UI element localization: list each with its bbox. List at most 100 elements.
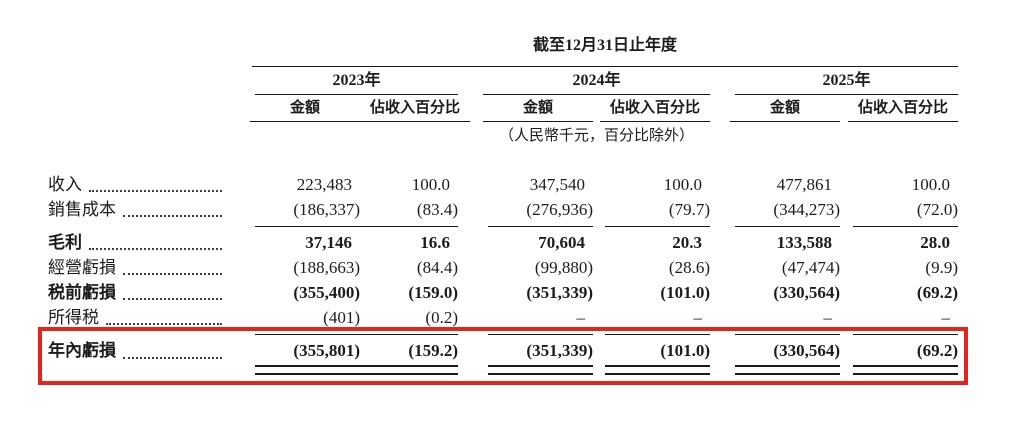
note-spacer (45, 122, 230, 146)
cell-value: (69.2) (916, 341, 958, 360)
cell-value: (401) (323, 308, 360, 327)
amount-header-2025: 金額 (730, 99, 840, 122)
cell-value: (99,880) (534, 258, 593, 277)
single-rule (605, 334, 710, 335)
cell-value: 70,604 (538, 233, 585, 252)
header-spacer (45, 31, 230, 67)
table-header: 截至12月31日止年度 (45, 31, 963, 67)
single-rule (605, 226, 710, 227)
cell-value: (276,936) (526, 200, 593, 219)
subheader-cell: 佔收入百分比 (840, 95, 958, 122)
cell-value: (355,400) (293, 283, 360, 302)
rule-cell (458, 222, 593, 230)
table-row: 税前虧損 (355,400) (159.0) (351,339) (101.0)… (45, 280, 963, 305)
income-statement-table: 截至12月31日止年度 2023年 2024年 2025年 金額 佔收入百分比 … (45, 31, 963, 377)
rule-cell (458, 364, 593, 377)
cell-value: (351,339) (526, 341, 593, 360)
cell-value: – (941, 308, 951, 327)
dot-leader (89, 190, 222, 192)
row-label: 税前虧損 (48, 283, 116, 302)
row-label: 銷售成本 (48, 200, 116, 219)
dot-leader (123, 298, 222, 300)
rule-cell (230, 364, 360, 377)
year-header-2025: 2025年 (735, 67, 958, 95)
subheader-cell: 金額 (458, 95, 593, 122)
amount-header-2023: 金額 (250, 99, 360, 122)
cell-value: 477,861 (776, 175, 832, 194)
row-label-cell: 銷售成本 (45, 197, 230, 222)
rule-cell (840, 222, 958, 230)
cell-value: 100.0 (411, 175, 450, 194)
pct-header-2024: 佔收入百分比 (600, 99, 710, 122)
cell-value: (84.4) (416, 258, 458, 277)
cell-value: – (693, 308, 703, 327)
single-rule (735, 226, 840, 227)
single-rule (360, 334, 458, 335)
single-rule (488, 226, 593, 227)
cell-value: (159.0) (408, 283, 458, 302)
rule-spacer (45, 364, 230, 377)
dot-leader (106, 323, 222, 325)
rule-cell (593, 330, 710, 338)
table-row: 所得税 (401) (0.2) – – – – (45, 305, 963, 330)
cell-value: 16.6 (420, 233, 450, 252)
period-title: 截至12月31日止年度 (252, 36, 958, 67)
cell-value: (351,339) (526, 283, 593, 302)
single-rule (488, 334, 593, 335)
row-label-cell: 毛利 (45, 230, 230, 255)
table-row: 銷售成本 (186,337) (83.4) (276,936) (79.7) (… (45, 197, 963, 222)
rule-spacer (45, 222, 230, 230)
rule-cell (360, 364, 458, 377)
single-rule (853, 334, 958, 335)
single-rule (255, 334, 360, 335)
double-rule (255, 365, 360, 375)
double-rule (605, 365, 710, 375)
cell-value: (330,564) (773, 341, 840, 360)
rule-cell (230, 330, 360, 338)
rule-row (45, 222, 963, 230)
double-rule (735, 365, 840, 375)
table-row: 收入 223,483 100.0 347,540 100.0 477,861 1… (45, 172, 963, 197)
year-row-spacer (45, 67, 230, 95)
rule-row (45, 330, 963, 338)
cell-value: 133,588 (776, 233, 832, 252)
table-row-loss-for-year: 年內虧損 (355,801) (159.2) (351,339) (101.0)… (45, 338, 963, 364)
rule-cell (230, 222, 360, 230)
cell-value: (159.2) (408, 341, 458, 360)
note-row: （人民幣千元，百分比除外） (45, 122, 963, 146)
cell-value: (9.9) (925, 258, 958, 277)
cell-value: 37,146 (305, 233, 352, 252)
table-body: 收入 223,483 100.0 347,540 100.0 477,861 1… (45, 172, 963, 377)
year-header-row: 2023年 2024年 2025年 (45, 67, 963, 95)
row-label-cell: 税前虧損 (45, 280, 230, 305)
cell-value: (330,564) (773, 283, 840, 302)
double-rule (853, 365, 958, 375)
subheader-cell: 金額 (230, 95, 360, 122)
rule-cell (710, 330, 840, 338)
single-rule (255, 226, 360, 227)
table-row: 毛利 37,146 16.6 70,604 20.3 133,588 28.0 (45, 230, 963, 255)
cell-value: (344,273) (773, 200, 840, 219)
double-rule (360, 365, 458, 375)
cell-value: – (823, 308, 833, 327)
cell-value: – (576, 308, 586, 327)
row-label: 經營虧損 (48, 258, 116, 277)
cell-value: (101.0) (660, 283, 710, 302)
double-rule (488, 365, 593, 375)
cell-value: (188,663) (293, 258, 360, 277)
rule-cell (593, 364, 710, 377)
year-header-2024: 2024年 (483, 67, 710, 95)
cell-value: (101.0) (660, 341, 710, 360)
cell-value: 28.0 (920, 233, 950, 252)
row-label-cell: 所得税 (45, 305, 230, 330)
row-label: 毛利 (48, 233, 82, 252)
cell-value: (47,474) (781, 258, 840, 277)
cell-value: (28.6) (668, 258, 710, 277)
cell-value: (83.4) (416, 200, 458, 219)
cell-value: (186,337) (293, 200, 360, 219)
dot-leader (123, 273, 222, 275)
pct-header-2023: 佔收入百分比 (360, 99, 470, 122)
rule-cell (360, 222, 458, 230)
rule-cell (593, 222, 710, 230)
